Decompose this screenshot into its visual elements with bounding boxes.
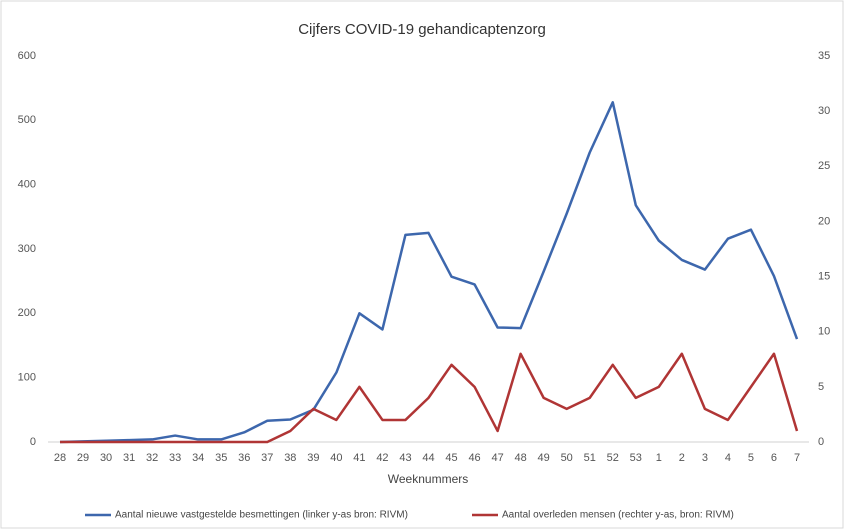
x-tick-label: 50 (561, 452, 573, 464)
legend-label: Aantal overleden mensen (rechter y-as, b… (502, 510, 734, 521)
y2-tick-label: 20 (818, 215, 830, 227)
y2-tick-label: 30 (818, 105, 830, 117)
series-line (59, 101, 799, 444)
x-tick-label: 39 (307, 452, 319, 464)
x-tick-label: 4 (725, 452, 731, 464)
x-tick-label: 42 (376, 452, 388, 464)
x-tick-label: 40 (330, 452, 342, 464)
y2-tick-label: 0 (818, 436, 824, 448)
x-tick-label: 33 (169, 452, 181, 464)
x-tick-label: 29 (77, 452, 89, 464)
y-tick-label: 0 (30, 436, 36, 448)
x-tick-label: 31 (123, 452, 135, 464)
x-tick-label: 52 (607, 452, 619, 464)
x-tick-label: 53 (630, 452, 642, 464)
x-tick-label: 43 (399, 452, 411, 464)
y-tick-label: 300 (18, 243, 36, 255)
x-tick-label: 30 (100, 452, 112, 464)
x-tick-label: 35 (215, 452, 227, 464)
y-tick-label: 100 (18, 372, 36, 384)
x-tick-label: 7 (794, 452, 800, 464)
series-line (60, 352, 799, 444)
x-tick-label: 37 (261, 452, 273, 464)
y-tick-label: 600 (18, 50, 36, 62)
y2-tick-label: 25 (818, 160, 830, 172)
x-tick-label: 41 (353, 452, 365, 464)
x-tick-label: 44 (422, 452, 434, 464)
x-tick-label: 36 (238, 452, 250, 464)
x-tick-label: 3 (702, 452, 708, 464)
x-tick-label: 49 (538, 452, 550, 464)
x-tick-label: 51 (584, 452, 596, 464)
x-tick-label: 2 (679, 452, 685, 464)
legend-label: Aantal nieuwe vastgestelde besmettingen … (115, 510, 408, 521)
chart-title: Cijfers COVID-19 gehandicaptenzorg (298, 21, 546, 38)
y-tick-label: 500 (18, 114, 36, 126)
x-tick-label: 46 (468, 452, 480, 464)
x-tick-label: 6 (771, 452, 777, 464)
y2-tick-label: 35 (818, 50, 830, 62)
x-tick-label: 1 (656, 452, 662, 464)
y-tick-label: 400 (18, 179, 36, 191)
x-tick-label: 34 (192, 452, 204, 464)
y2-tick-label: 15 (818, 270, 830, 282)
x-tick-label: 32 (146, 452, 158, 464)
y2-tick-label: 10 (818, 326, 830, 338)
x-tick-label: 5 (748, 452, 754, 464)
x-axis-title: Weeknummers (388, 472, 468, 486)
y2-tick-label: 5 (818, 381, 824, 393)
x-tick-label: 45 (445, 452, 457, 464)
x-tick-label: 38 (284, 452, 296, 464)
y-tick-label: 200 (18, 307, 36, 319)
x-tick-label: 47 (491, 452, 503, 464)
x-tick-label: 48 (515, 452, 527, 464)
x-tick-label: 28 (54, 452, 66, 464)
